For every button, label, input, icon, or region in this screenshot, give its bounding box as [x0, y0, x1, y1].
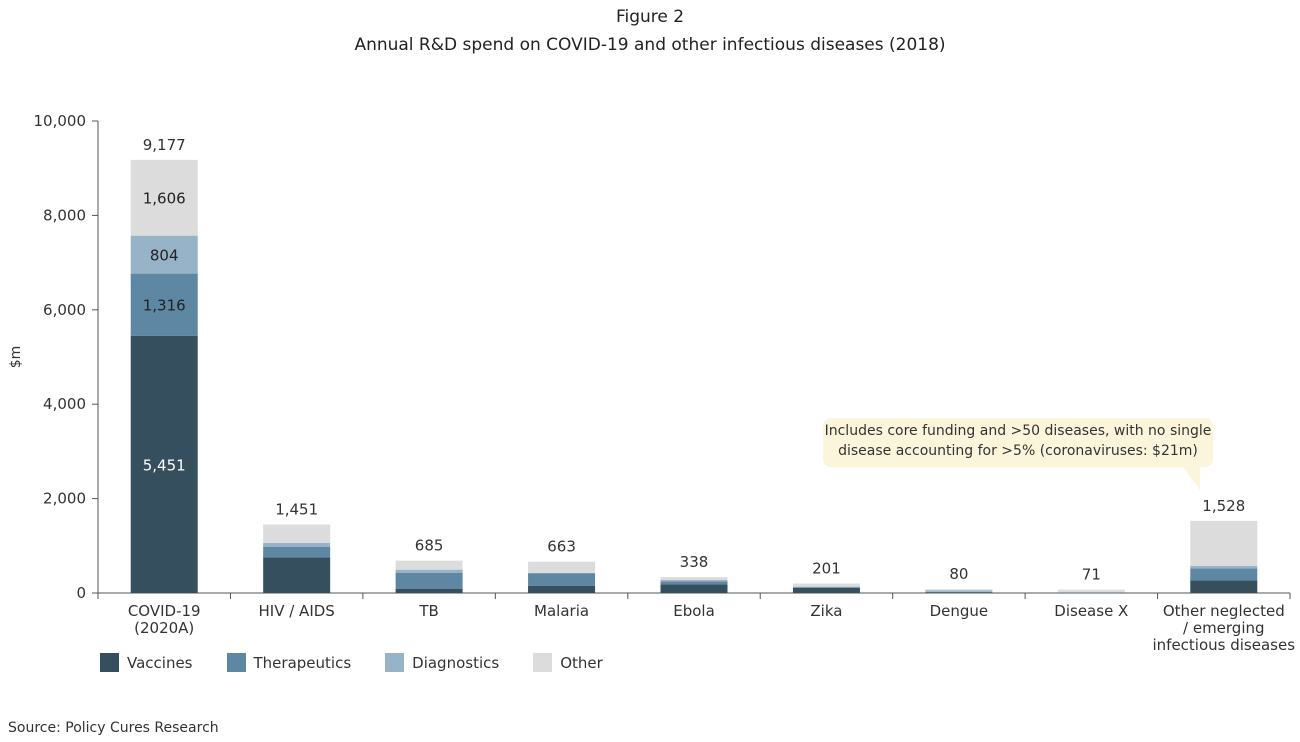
y-tick-label: 6,000	[43, 301, 86, 319]
total-data-label: 80	[949, 565, 968, 583]
bar-segment-vaccines	[660, 584, 728, 593]
legend-label: Therapeutics	[253, 653, 352, 672]
x-tick-label: Disease X	[1054, 602, 1128, 620]
total-data-label: 71	[1082, 566, 1101, 584]
bar-segment-other	[395, 560, 463, 570]
x-tick-label: HIV / AIDS	[259, 602, 335, 620]
bar-segment-therapeutics	[528, 573, 596, 586]
bar-segment-diagnostics	[660, 579, 728, 582]
legend-item-diagnostics: Diagnostics	[385, 653, 499, 672]
x-tick-label: TB	[418, 602, 438, 620]
legend-label: Vaccines	[127, 653, 193, 672]
annotation-pointer	[1180, 463, 1200, 490]
y-tick-label: 4,000	[43, 395, 86, 413]
bar-segment-vaccines	[263, 557, 331, 593]
bar-segment-other	[528, 561, 596, 573]
bar-segment-therapeutics	[130, 273, 198, 336]
legend: Vaccines Therapeutics Diagnostics Other	[100, 653, 637, 672]
x-tick-label: Malaria	[534, 602, 589, 620]
x-tick-label: (2020A)	[134, 619, 194, 637]
bar-segment-therapeutics	[395, 572, 463, 589]
y-tick-label: 2,000	[43, 490, 86, 508]
total-data-label: 663	[547, 538, 576, 556]
bar-segment-other	[1190, 520, 1258, 567]
bar-segment-other	[925, 589, 993, 591]
x-tick-label: COVID-19	[128, 602, 201, 620]
bar-segment-other	[1057, 589, 1125, 593]
bar-segment-vaccines	[130, 335, 198, 593]
y-axis-label: $m	[8, 346, 24, 369]
segment-data-label: 5,451	[143, 456, 186, 474]
total-data-label: 9,177	[143, 136, 186, 154]
bar-segment-vaccines	[528, 585, 596, 593]
bar-segment-therapeutics	[263, 546, 331, 558]
total-data-label: 201	[812, 560, 841, 578]
bar-segment-therapeutics	[925, 591, 993, 593]
legend-label: Other	[560, 653, 603, 672]
bar-segment-diagnostics	[263, 542, 331, 547]
bar-segment-diagnostics	[130, 235, 198, 274]
legend-swatch	[533, 653, 553, 672]
figure-label: Figure 2	[615, 7, 685, 27]
y-tick-label: 0	[76, 584, 86, 602]
segment-data-label: 1,606	[143, 190, 186, 208]
total-data-label: 685	[415, 537, 444, 555]
x-tick-label: Other neglected	[1163, 602, 1285, 620]
total-data-label: 1,528	[1202, 497, 1245, 515]
chart-title: Annual R&D spend on COVID-19 and other i…	[354, 35, 946, 55]
bar-segment-diagnostics	[1190, 566, 1258, 569]
y-tick-label: 8,000	[43, 206, 86, 224]
y-tick-label: 10,000	[34, 112, 87, 130]
bar-segment-therapeutics	[792, 587, 860, 588]
bar-segment-other	[263, 524, 331, 543]
bar-segment-diagnostics	[925, 590, 993, 592]
x-tick-label: / emerging	[1183, 619, 1265, 637]
legend-label: Diagnostics	[412, 653, 500, 672]
bar-segment-therapeutics	[1190, 568, 1258, 581]
bar-segment-vaccines	[792, 587, 860, 593]
total-data-label: 1,451	[275, 501, 318, 519]
legend-swatch	[226, 653, 246, 672]
bar-segment-vaccines	[395, 588, 463, 593]
x-tick-label: Dengue	[930, 602, 989, 620]
legend-swatch	[100, 653, 119, 672]
bar-segment-vaccines	[1190, 580, 1258, 593]
bar-segment-therapeutics	[660, 581, 728, 585]
segment-data-label: 1,316	[143, 297, 186, 315]
legend-item-other: Other	[533, 653, 603, 672]
source-note: Source: Policy Cures Research	[8, 720, 219, 736]
legend-swatch	[385, 653, 405, 672]
bar-segment-diagnostics	[395, 569, 463, 573]
total-data-label: 338	[680, 553, 709, 571]
legend-item-vaccines: Vaccines	[100, 653, 193, 672]
x-tick-label: infectious diseases	[1153, 636, 1296, 654]
segment-data-label: 804	[150, 247, 179, 265]
annotation-callout: Includes core funding and >50 diseases, …	[823, 418, 1213, 467]
bar-segment-other	[660, 577, 728, 580]
legend-item-therapeutics: Therapeutics	[226, 653, 352, 672]
x-tick-label: Zika	[810, 602, 842, 620]
bar-segment-other	[130, 159, 198, 236]
bar-segment-other	[792, 583, 860, 587]
x-tick-label: Ebola	[673, 602, 715, 620]
